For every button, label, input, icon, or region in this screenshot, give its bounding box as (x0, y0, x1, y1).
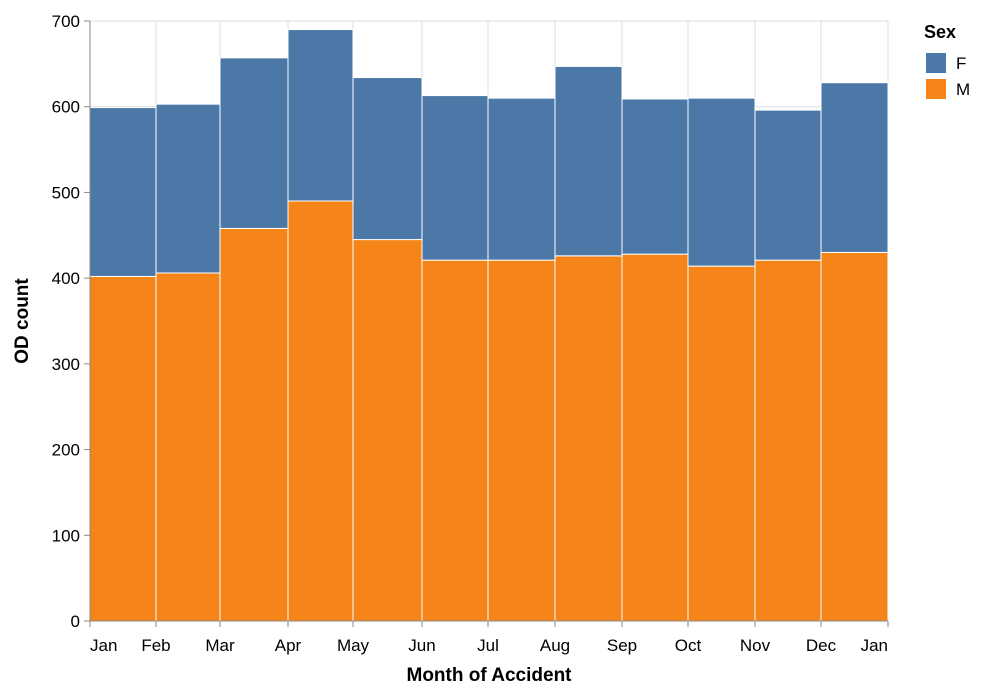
x-tick-label: Jul (477, 636, 499, 655)
x-tick-label: Feb (141, 636, 170, 655)
bar-f-feb (155, 103, 221, 274)
x-tick-label: Aug (540, 636, 570, 655)
bar-m-may (352, 239, 423, 622)
x-tick-label: Apr (275, 636, 302, 655)
y-tick-label: 700 (52, 12, 80, 31)
bar-m-aug (554, 255, 623, 622)
legend: Sex F M (924, 22, 970, 99)
y-tick-label: 100 (52, 526, 80, 545)
legend-swatch-f (926, 53, 946, 73)
axes: Month of Accident OD count 0 100 200 300 400… (12, 12, 889, 686)
y-tick-label: 600 (52, 98, 80, 117)
bar-f-aug (554, 65, 623, 257)
bar-f-jan (89, 107, 157, 277)
bar-f-jun (421, 95, 489, 261)
bars (89, 29, 889, 622)
bar-m-feb (155, 272, 221, 622)
y-tick-label: 400 (52, 269, 80, 288)
bar-m-jun (421, 259, 489, 622)
x-tick-label: Nov (740, 636, 771, 655)
y-tick-label: 500 (52, 183, 80, 202)
bar-f-may (352, 77, 423, 241)
y-tick-label: 300 (52, 355, 80, 374)
x-tick-label: May (337, 636, 370, 655)
bar-f-jul (487, 97, 556, 261)
x-axis-title: Month of Accident (407, 665, 573, 686)
bar-f-dec (820, 82, 889, 253)
legend-label-m: M (956, 80, 970, 99)
x-tick-label: Oct (675, 636, 702, 655)
bar-m-oct (687, 265, 756, 622)
bar-f-nov (754, 109, 822, 261)
x-tick-label: Dec (806, 636, 837, 655)
legend-swatch-m (926, 79, 946, 99)
y-tick-label: 0 (71, 612, 80, 631)
bar-m-jan (89, 275, 157, 622)
bar-f-mar (219, 57, 289, 229)
bar-m-apr (287, 200, 354, 622)
bar-m-mar (219, 227, 289, 622)
bar-m-sep (621, 253, 689, 622)
bar-m-dec (820, 251, 889, 622)
x-tick-label: Sep (607, 636, 637, 655)
bar-m-jul (487, 259, 556, 622)
bar-f-apr (287, 29, 354, 202)
bar-m-nov (754, 259, 822, 622)
legend-title: Sex (924, 22, 956, 42)
x-tick-label: Jun (408, 636, 435, 655)
y-axis-title: OD count (12, 278, 33, 364)
x-tick-label: Jan (90, 636, 117, 655)
bar-f-oct (687, 97, 756, 267)
x-tick-label: Jan (861, 636, 888, 655)
y-tick-label: 200 (52, 441, 80, 460)
bar-f-sep (621, 98, 689, 255)
legend-label-f: F (956, 54, 966, 73)
x-tick-label: Mar (205, 636, 235, 655)
